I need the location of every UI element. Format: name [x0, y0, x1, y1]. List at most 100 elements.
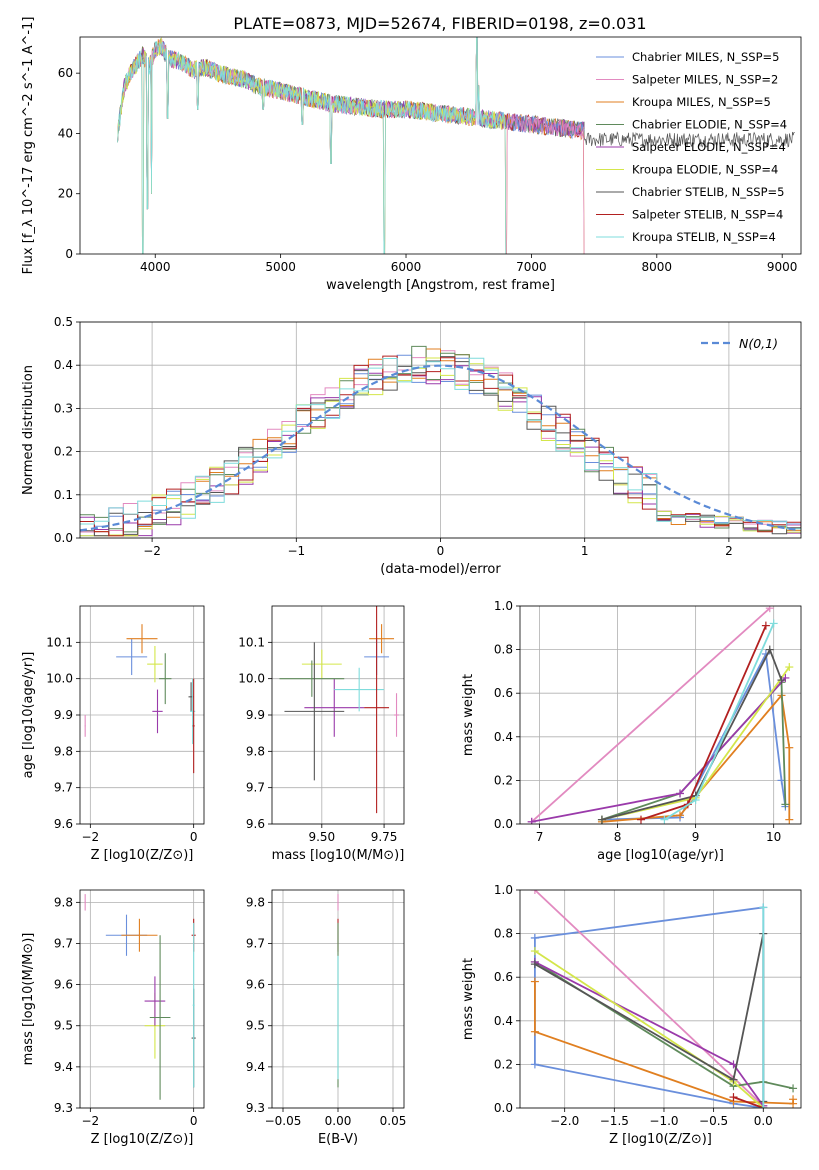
- x-tick-label: 4000: [140, 260, 171, 274]
- legend-entry: Salpeter STELIB, N_SSP=4: [632, 208, 783, 222]
- y-tick-label: 0.0: [494, 1101, 513, 1115]
- y-tick-label: 0.2: [494, 773, 513, 787]
- y-tick-label: 9.3: [54, 1101, 73, 1115]
- y-tick-label: 9.7: [246, 781, 265, 795]
- y-tick-label: 9.6: [54, 978, 73, 992]
- x-tick-label: −0.05: [265, 1114, 302, 1128]
- x-axis-label: E(B-V): [318, 1132, 358, 1147]
- weight-line-7: [733, 1096, 764, 1108]
- y-tick-label: 0.6: [494, 970, 513, 984]
- legend-entry: Kroupa MILES, N_SSP=5: [632, 95, 771, 109]
- error-bars: [84, 894, 196, 1100]
- y-tick-label: 9.6: [246, 978, 265, 992]
- spectrum-line-1: [117, 37, 585, 254]
- x-tick-label: 9: [692, 830, 700, 844]
- y-tick-label: 10.1: [238, 635, 265, 649]
- x-tick-label: 0: [437, 544, 445, 558]
- y-tick-label: 9.9: [246, 708, 265, 722]
- y-tick-label: 0.1: [54, 488, 73, 502]
- axes-frame: [519, 889, 802, 1109]
- y-axis-label: age [log10(age/yr)]: [21, 652, 36, 779]
- y-tick-label: 0.8: [494, 927, 513, 941]
- legend-entry: Chabrier ELODIE, N_SSP=4: [632, 118, 787, 132]
- x-tick-label: 5000: [265, 260, 296, 274]
- y-tick-label: 0.4: [494, 1014, 513, 1028]
- x-tick-label: −2: [81, 830, 99, 844]
- y-tick-label: 9.6: [246, 817, 265, 831]
- x-tick-label: 0.0: [754, 1114, 773, 1128]
- y-axis-label: mass weight: [461, 674, 476, 756]
- y-tick-label: 40: [58, 126, 73, 140]
- y-tick-label: 0.4: [494, 730, 513, 744]
- y-tick-label: 60: [58, 66, 73, 80]
- weight-line-1: [531, 607, 771, 823]
- spectrum-line-8: [117, 37, 507, 254]
- y-tick-label: 1.0: [494, 883, 513, 897]
- x-tick-label: −2.0: [550, 1114, 579, 1128]
- x-tick-label: 0: [190, 1114, 198, 1128]
- x-tick-label: 0: [190, 830, 198, 844]
- axes-frame: [79, 321, 802, 539]
- x-axis-label: Z [log10(Z/Z⊙)]: [91, 848, 194, 863]
- y-tick-label: 10.0: [46, 672, 73, 686]
- y-tick-label: 0.2: [494, 1057, 513, 1071]
- y-axis-label: mass weight: [461, 958, 476, 1040]
- y-tick-label: 0.4: [54, 358, 73, 372]
- histogram-1: [80, 350, 801, 537]
- y-tick-label: 0.0: [494, 817, 513, 831]
- weight-lines: [530, 890, 798, 1108]
- weight-lines: [527, 606, 794, 824]
- y-tick-label: 9.3: [246, 1101, 265, 1115]
- y-tick-label: 9.8: [246, 744, 265, 758]
- x-tick-label: 7000: [516, 260, 547, 274]
- x-tick-label: 2: [725, 544, 733, 558]
- axes-frame: [271, 605, 405, 825]
- plot-area: 4000 5000 6000 7000 8000 90000204060wavelengt…: [21, 17, 802, 1147]
- axes-frame: [79, 36, 802, 255]
- x-axis-label: age [log10(age/yr)]: [597, 848, 724, 863]
- y-tick-label: 20: [58, 187, 73, 201]
- weight_vs_age-panel: 7 8 9 10 0.0 0.2 0.4 0.6 0.8 1.0 age [log10(age/yr…: [461, 599, 802, 863]
- mass_vs_ebv-panel: −0.05 0.00 0.05 9.3 9.4 9.5 9.6 9.7 9.8 E(B-V): [246, 889, 407, 1147]
- residual-panel: −2 −1 0 1 2 0.0 0.1 0.2 0.3 0.4 0.5 (data-model)/er…: [21, 315, 802, 577]
- spectrum-lines: [117, 37, 795, 254]
- x-tick-label: 0.00: [325, 1114, 352, 1128]
- x-tick-label: 10: [766, 830, 781, 844]
- y-tick-label: 1.0: [494, 599, 513, 613]
- y-tick-label: 9.8: [246, 895, 265, 909]
- spectrum-panel: 4000 5000 6000 7000 8000 9000 0 20 40 60 wavelengt…: [21, 17, 802, 293]
- age_vs_mass-panel: 9.50 9.75 9.6 9.7 9.8 9.9 10.0 10.1 mass [log10(…: [238, 605, 405, 863]
- legend-entry: Kroupa STELIB, N_SSP=4: [632, 230, 776, 244]
- weight-line-0: [534, 906, 765, 1108]
- x-tick-label: 9000: [767, 260, 798, 274]
- y-tick-label: 10.1: [46, 635, 73, 649]
- x-tick-label: 7: [536, 830, 544, 844]
- error-bars: [84, 624, 196, 774]
- x-tick-label: −0.5: [699, 1114, 728, 1128]
- histogram-4: [80, 365, 801, 537]
- x-tick-label: −2: [81, 1114, 99, 1128]
- axes-frame: [79, 889, 205, 1109]
- age_vs_Z-panel: −2 0 9.6 9.7 9.8 9.9 10.0 10.1 Z [log10(Z/Z⊙)] ag…: [21, 605, 205, 863]
- axes-frame: [271, 889, 405, 1109]
- weight_vs_Z-panel: −2.0 −1.5 −1.0 −0.5 0.0 0.0 0.2 0.4 0.6 0.8 1.0 Z […: [461, 883, 802, 1147]
- mass_vs_Z-panel: −2 0 9.3 9.4 9.5 9.6 9.7 9.8 Z [log10(Z/Z⊙)] mass…: [21, 889, 205, 1147]
- y-tick-label: 9.7: [54, 781, 73, 795]
- y-tick-label: 0.2: [54, 445, 73, 459]
- y-axis-label: Flux [f_λ 10^-17 erg cm^-2 s^-1 A^-1]: [21, 17, 36, 275]
- y-tick-label: 0.6: [494, 686, 513, 700]
- x-tick-label: 0.05: [380, 1114, 407, 1128]
- y-tick-label: 9.7: [246, 936, 265, 950]
- x-tick-label: 9.50: [308, 830, 335, 844]
- y-tick-label: 10.0: [238, 672, 265, 686]
- weight-line-6: [601, 647, 783, 821]
- y-axis-label: mass [log10(M/M⊙)]: [21, 933, 36, 1066]
- y-tick-label: 9.5: [246, 1019, 265, 1033]
- y-tick-label: 9.6: [54, 817, 73, 831]
- x-axis-label: Z [log10(Z/Z⊙)]: [91, 1132, 194, 1147]
- x-tick-label: 8: [614, 830, 622, 844]
- axes-frame: [79, 605, 205, 825]
- x-tick-label: 9.75: [371, 830, 398, 844]
- y-tick-label: 9.8: [54, 895, 73, 909]
